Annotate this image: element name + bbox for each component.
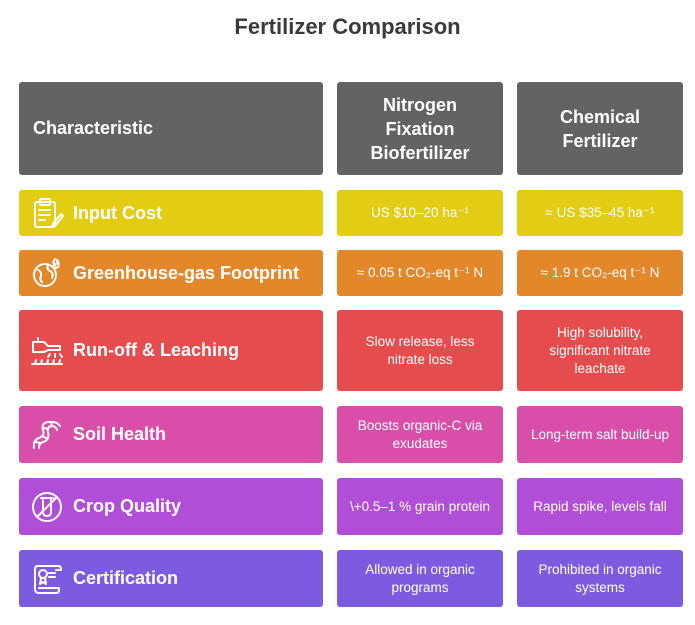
row-crop-quality-bio: \+0.5–1 % grain protein — [337, 478, 503, 535]
header-characteristic-label: Characteristic — [33, 118, 154, 138]
row-soil-health-bio: Boosts organic-C via exudates — [337, 406, 503, 463]
row-soil-health-label: Soil Health — [19, 406, 323, 463]
row-runoff-label: Run-off & Leaching — [19, 310, 323, 391]
row-certification-label: Certification — [19, 550, 323, 607]
header-biofertilizer: Nitrogen Fixation Biofertilizer — [337, 82, 503, 175]
row-label-text: Crop Quality — [73, 496, 182, 516]
header-biofertilizer-label: Nitrogen Fixation Biofertilizer — [370, 94, 470, 163]
certificate-scroll-icon — [27, 559, 67, 599]
value-text: Slow release, less nitrate loss — [365, 333, 475, 367]
value-text: ≈ US $35–45 ha⁻¹ — [545, 205, 655, 220]
row-runoff-chem: High solubility, significant nitrate lea… — [517, 310, 683, 391]
row-label-text: Greenhouse-gas Footprint — [73, 262, 300, 283]
row-input-cost-bio: US $10–20 ha⁻¹ — [337, 190, 503, 236]
row-crop-quality-chem: Rapid spike, levels fall — [517, 478, 683, 535]
header-chemical-fertilizer: Chemical Fertilizer — [517, 82, 683, 175]
value-text: US $10–20 ha⁻¹ — [371, 205, 469, 220]
row-crop-quality-label: Crop Quality — [19, 478, 323, 535]
header-chemical-label: Chemical Fertilizer — [559, 106, 641, 151]
value-text: Rapid spike, levels fall — [533, 498, 667, 514]
row-ghg-chem: ≈ 1.9 t CO₂-eq t⁻¹ N — [517, 250, 683, 296]
globe-fire-icon — [27, 253, 67, 293]
value-text: ≈ 0.05 t CO₂-eq t⁻¹ N — [356, 265, 484, 280]
row-input-cost-chem: ≈ US $35–45 ha⁻¹ — [517, 190, 683, 236]
row-runoff-bio: Slow release, less nitrate loss — [337, 310, 503, 391]
no-test-tube-icon — [27, 487, 67, 527]
value-text: High solubility, significant nitrate lea… — [549, 324, 651, 376]
row-label-text: Run-off & Leaching — [73, 340, 239, 360]
value-text: Boosts organic-C via exudates — [357, 417, 483, 451]
worm-icon — [27, 415, 67, 455]
row-input-cost-label: Input Cost — [19, 190, 323, 236]
row-ghg-label: Greenhouse-gas Footprint — [19, 250, 323, 296]
value-text: ≈ 1.9 t CO₂-eq t⁻¹ N — [540, 265, 660, 280]
row-label-text: Soil Health — [73, 424, 167, 444]
row-label-text: Certification — [73, 568, 179, 588]
clipboard-icon — [27, 193, 67, 233]
value-text: Prohibited in organic systems — [538, 561, 662, 595]
row-soil-health-chem: Long-term salt build-up — [517, 406, 683, 463]
sprayer-icon — [27, 331, 67, 371]
row-ghg-bio: ≈ 0.05 t CO₂-eq t⁻¹ N — [337, 250, 503, 296]
page-title: Fertilizer Comparison — [234, 14, 461, 39]
value-text: Long-term salt build-up — [530, 426, 670, 442]
row-label-text: Input Cost — [73, 202, 162, 223]
row-certification-chem: Prohibited in organic systems — [517, 550, 683, 607]
value-text: Allowed in organic programs — [365, 561, 475, 595]
row-certification-bio: Allowed in organic programs — [337, 550, 503, 607]
value-text: \+0.5–1 % grain protein — [350, 498, 490, 514]
header-characteristic: Characteristic — [19, 82, 323, 175]
